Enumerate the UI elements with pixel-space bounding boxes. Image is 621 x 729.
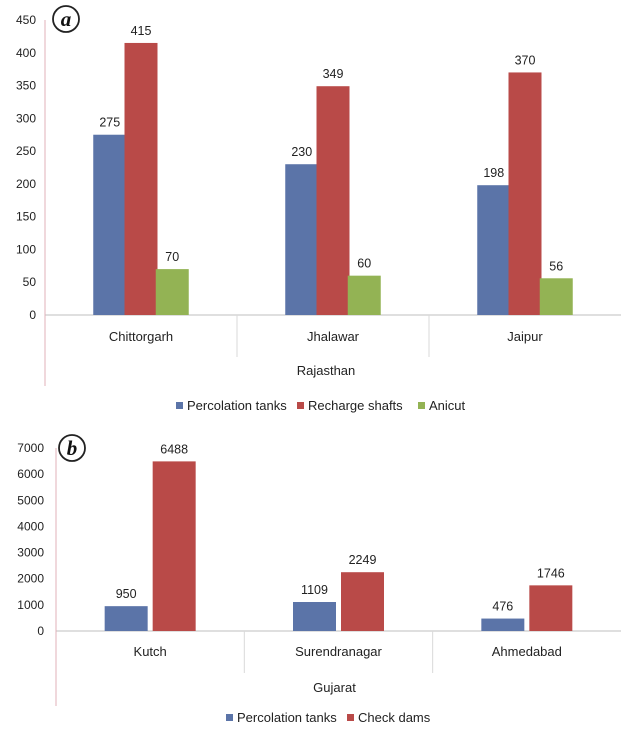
bar xyxy=(539,278,573,315)
data-label: 950 xyxy=(116,587,137,601)
panel-label-circle xyxy=(52,5,80,33)
y-tick-label: 4000 xyxy=(17,519,44,533)
data-label: 6488 xyxy=(160,442,188,456)
y-tick-label: 200 xyxy=(16,177,36,191)
legend-swatch xyxy=(297,402,304,409)
y-tick-label: 7000 xyxy=(17,441,44,455)
legend-label: Anicut xyxy=(429,398,466,413)
bar xyxy=(104,606,148,631)
data-label: 1746 xyxy=(537,566,565,580)
panel-label: a xyxy=(61,7,72,31)
y-tick-label: 350 xyxy=(16,79,36,93)
y-tick-label: 2000 xyxy=(17,572,44,586)
bar xyxy=(285,164,319,315)
data-label: 198 xyxy=(483,166,504,180)
bar xyxy=(508,72,542,315)
x-tick-label: Surendranagar xyxy=(295,644,382,659)
group-label: Gujarat xyxy=(313,680,356,695)
y-tick-label: 100 xyxy=(16,242,36,256)
y-tick-label: 1000 xyxy=(17,598,44,612)
bar xyxy=(347,275,381,315)
bar xyxy=(155,269,189,315)
data-label: 275 xyxy=(99,116,120,130)
panel-label: b xyxy=(67,436,78,460)
x-tick-label: Jaipur xyxy=(507,329,543,344)
legend-label: Check dams xyxy=(358,710,431,725)
data-label: 230 xyxy=(291,145,312,159)
legend-label: Percolation tanks xyxy=(237,710,337,725)
bar xyxy=(93,134,127,315)
bar xyxy=(124,42,158,315)
bar xyxy=(341,572,384,631)
y-tick-label: 50 xyxy=(23,275,37,289)
x-tick-label: Kutch xyxy=(134,644,167,659)
legend-swatch xyxy=(176,402,183,409)
bar xyxy=(293,602,336,631)
y-tick-label: 150 xyxy=(16,210,36,224)
data-label: 370 xyxy=(515,53,536,67)
panel-label-circle xyxy=(58,434,86,462)
x-tick-label: Jhalawar xyxy=(307,329,360,344)
data-label: 349 xyxy=(323,67,344,81)
legend-swatch xyxy=(226,714,233,721)
y-tick-label: 0 xyxy=(37,624,44,638)
bar xyxy=(481,618,525,631)
y-tick-label: 6000 xyxy=(17,467,44,481)
group-label: Rajasthan xyxy=(297,363,356,378)
y-tick-label: 0 xyxy=(29,308,36,322)
data-label: 2249 xyxy=(349,553,377,567)
data-label: 70 xyxy=(165,250,179,264)
bar xyxy=(477,185,511,315)
chart-b: 0 1000 2000 3000 4000 5000 6000 7000 950 1109 476 6… xyxy=(17,434,621,725)
y-tick-label: 5000 xyxy=(17,493,44,507)
legend-swatch xyxy=(418,402,425,409)
y-tick-label: 400 xyxy=(16,46,36,60)
x-tick-label: Chittorgarh xyxy=(109,329,173,344)
data-label: 56 xyxy=(549,259,563,273)
chart-a: 0 50 100 150 200 250 300 350 400 450 275 230 198 415 3… xyxy=(16,5,621,413)
y-tick-label: 250 xyxy=(16,144,36,158)
bar xyxy=(152,461,196,631)
data-label: 415 xyxy=(131,24,152,38)
y-tick-label: 3000 xyxy=(17,546,44,560)
data-label: 476 xyxy=(492,600,513,614)
y-tick-label: 450 xyxy=(16,13,36,27)
legend-swatch xyxy=(347,714,354,721)
x-tick-label: Ahmedabad xyxy=(492,644,562,659)
data-label: 60 xyxy=(357,257,371,271)
legend-label: Percolation tanks xyxy=(187,398,287,413)
data-label: 1109 xyxy=(301,583,328,597)
bar xyxy=(316,86,350,315)
bar xyxy=(529,585,573,631)
legend-label: Recharge shafts xyxy=(308,398,403,413)
y-tick-label: 300 xyxy=(16,111,36,125)
